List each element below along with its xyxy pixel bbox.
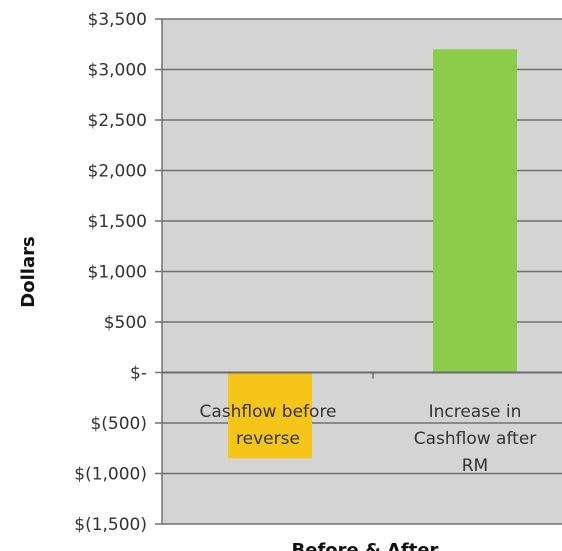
y-tick-label: $(500): [90, 414, 147, 434]
y-axis-title: Dollars: [18, 236, 39, 307]
y-tick-label: $-: [130, 364, 147, 384]
category-labels: Cashflow before reverse Increase in Cashflo…: [199, 402, 536, 476]
bar: [228, 372, 312, 459]
y-tick-label: $1,000: [88, 263, 147, 283]
y-tick-label: $500: [104, 313, 147, 333]
y-tick-labels: $3,500 $3,000 $2,500 $2,000 $1,500 $1,000 $500…: [74, 10, 147, 535]
y-tick-label: $3,000: [88, 61, 147, 81]
category-label: Cashflow after: [414, 429, 537, 449]
bar: [433, 49, 517, 373]
category-label: Cashflow before: [199, 402, 336, 422]
y-tick-label: $(1,000): [74, 465, 147, 485]
category-label: reverse: [236, 429, 300, 449]
y-tick-label: $2,000: [88, 162, 147, 182]
y-tick-label: $3,500: [88, 10, 147, 30]
category-label: Increase in: [429, 402, 522, 422]
axes: [155, 18, 562, 525]
y-tick-label: $(1,500): [74, 515, 147, 535]
bars: [228, 49, 517, 459]
category-label: RM: [462, 456, 488, 476]
x-axis-title: Before & After: [292, 540, 439, 551]
y-tick-label: $2,500: [88, 111, 147, 131]
y-tick-label: $1,500: [88, 212, 147, 232]
